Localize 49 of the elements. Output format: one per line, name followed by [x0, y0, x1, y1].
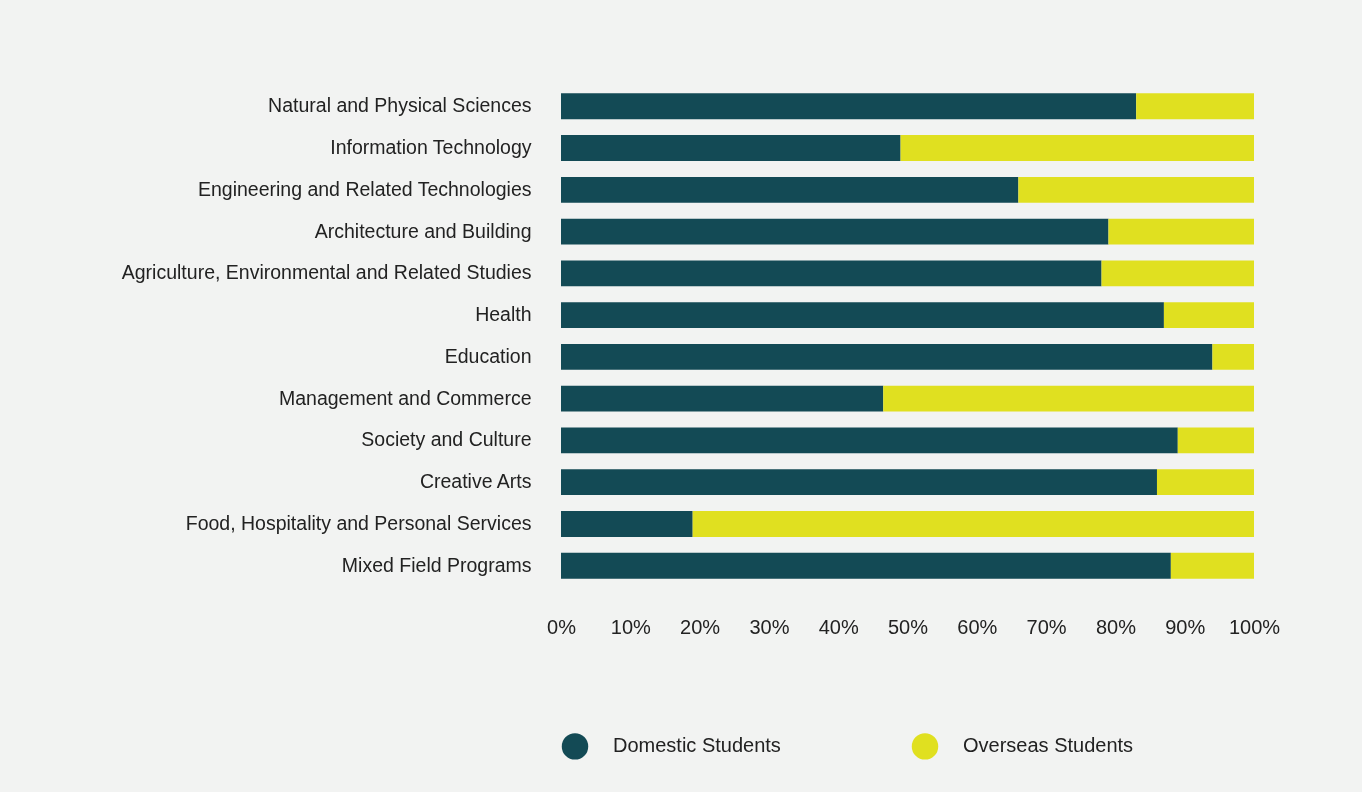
legend-label: Domestic Students: [613, 734, 781, 757]
y-tick-label: Architecture and Building: [314, 219, 532, 242]
bar: [1018, 176, 1254, 203]
bar: [561, 176, 1019, 203]
y-tick-label: Food, Hospitality and Personal Services: [185, 511, 532, 534]
bar: [561, 218, 1109, 245]
x-tick-label: 50%: [887, 615, 929, 638]
y-tick-label: Society and Culture: [361, 428, 532, 451]
bar: [561, 260, 1102, 287]
bar: [561, 552, 1171, 579]
x-tick-label: 0%: [547, 615, 577, 638]
bar: [1156, 469, 1254, 496]
bar: [692, 510, 1254, 537]
bar: [1136, 93, 1254, 120]
bar: [1212, 343, 1254, 370]
y-tick-label: Agriculture, Environmental and Related Studies: [121, 261, 532, 284]
y-tick-label: Health: [475, 303, 532, 326]
x-tick-label: 20%: [680, 615, 721, 638]
bar: [561, 135, 901, 162]
legend-label: Overseas Students: [963, 734, 1134, 757]
bar: [900, 135, 1254, 162]
bar: [883, 385, 1254, 412]
bar: [1177, 427, 1254, 454]
x-tick-label: 90%: [1165, 615, 1206, 638]
bar: [561, 510, 693, 537]
x-tick-label: 40%: [818, 615, 859, 638]
y-tick-label: Engineering and Related Technologies: [197, 177, 532, 200]
y-tick-label: Education: [444, 344, 532, 367]
bar: [561, 302, 1164, 329]
y-tick-label: Information Technology: [330, 136, 532, 159]
x-tick-label: 80%: [1095, 615, 1137, 638]
bar: [1101, 260, 1254, 287]
bar: [561, 93, 1137, 120]
y-tick-label: Natural and Physical Sciences: [268, 94, 532, 117]
bar: [1108, 218, 1254, 245]
bar: [561, 343, 1213, 370]
bar: [561, 385, 884, 412]
y-tick-label: Management and Commerce: [278, 386, 532, 409]
x-tick-label: 30%: [749, 615, 790, 638]
bar: [1163, 302, 1254, 329]
y-tick-label: Creative Arts: [419, 470, 532, 493]
bar: [561, 469, 1157, 496]
x-tick-label: 70%: [1026, 615, 1067, 638]
y-tick-label: Mixed Field Programs: [341, 553, 532, 576]
x-tick-label: 10%: [610, 615, 652, 638]
bar: [1170, 552, 1254, 579]
x-tick-label: 60%: [957, 615, 998, 638]
bar: [561, 427, 1178, 454]
x-tick-label: 100%: [1228, 615, 1281, 638]
